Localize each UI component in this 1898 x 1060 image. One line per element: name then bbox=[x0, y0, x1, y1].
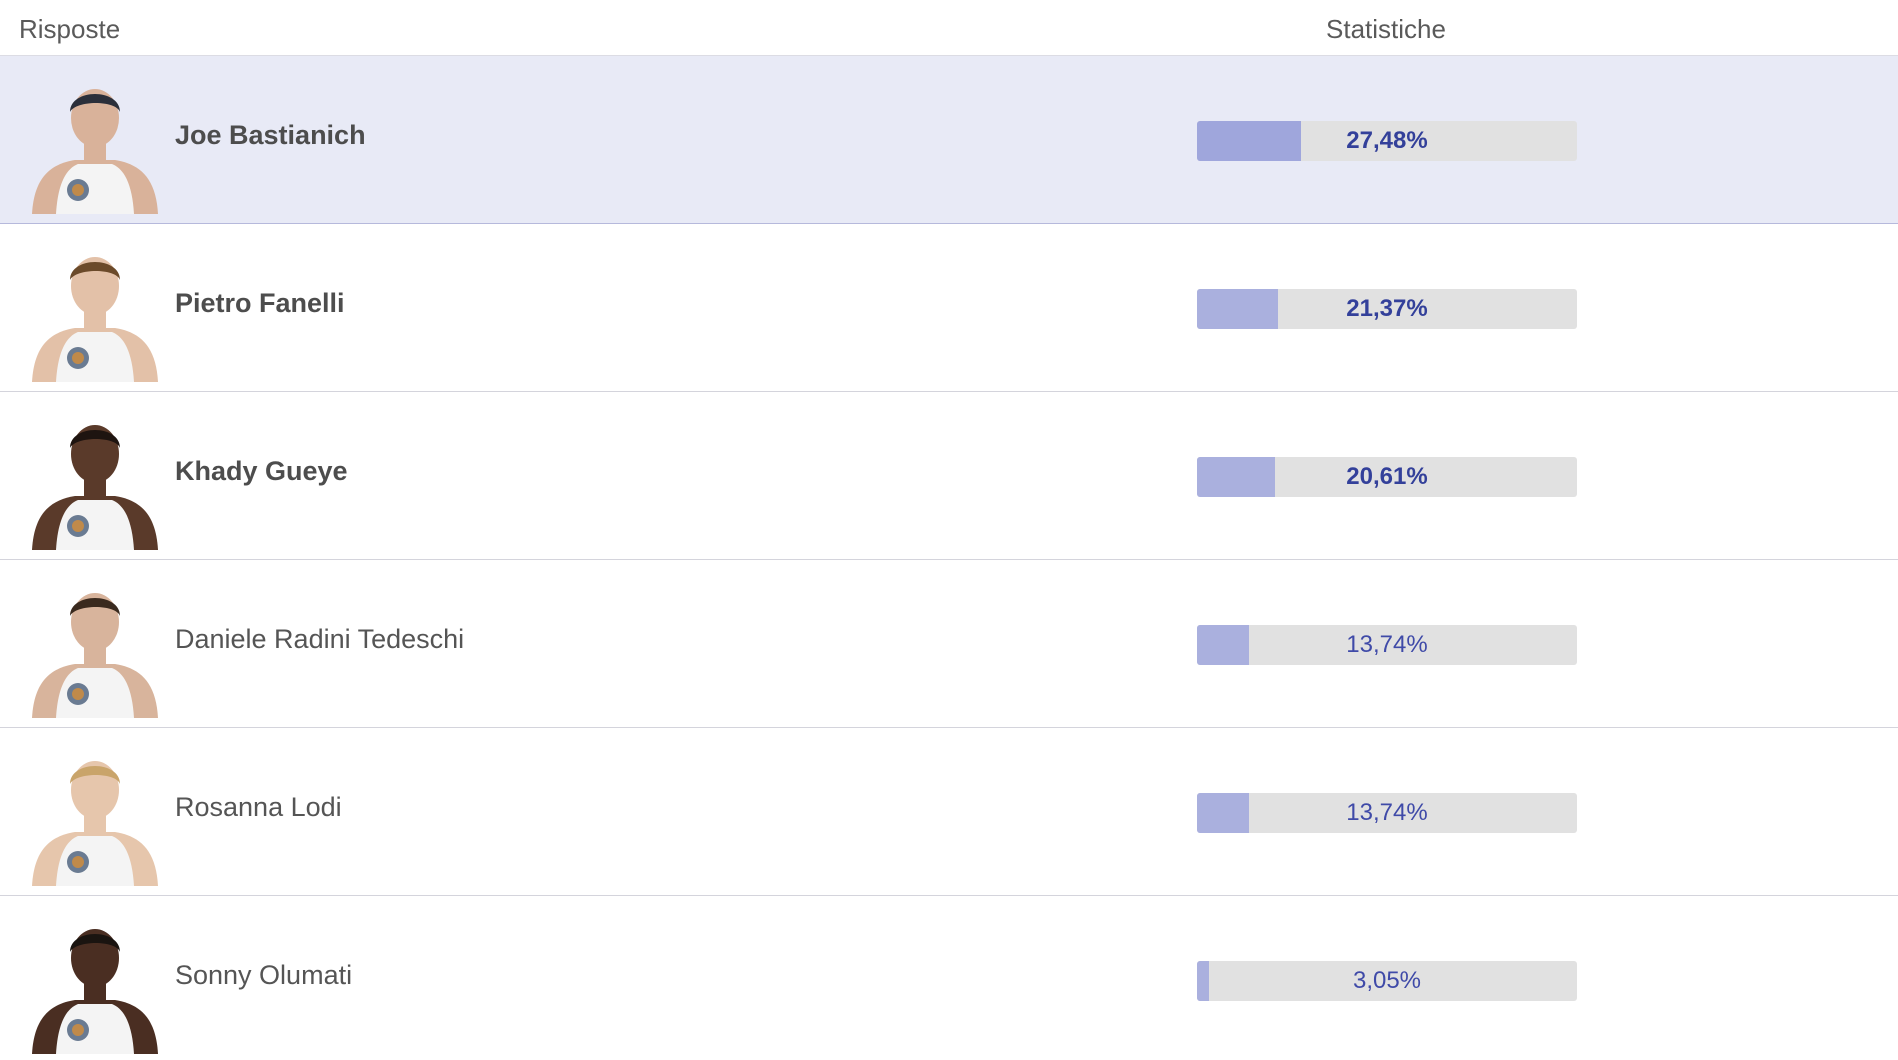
result-row[interactable]: Pietro Fanelli 21,37% bbox=[0, 224, 1898, 392]
percentage-label: 27,48% bbox=[1346, 127, 1428, 154]
percentage-label: 21,37% bbox=[1346, 295, 1428, 322]
results-list: Joe Bastianich 27,48% Pietro Fanelli 21,… bbox=[0, 56, 1898, 1060]
contestant-name: Khady Gueye bbox=[175, 456, 348, 486]
contestant-name: Joe Bastianich bbox=[175, 120, 366, 150]
answers-column-header: Risposte bbox=[19, 14, 121, 44]
percentage-bar: 3,05% bbox=[1197, 961, 1577, 1001]
percentage-bar-fill bbox=[1197, 961, 1209, 1001]
contestant-name: Daniele Radini Tedeschi bbox=[175, 624, 465, 654]
percentage-label: 13,74% bbox=[1346, 799, 1428, 826]
percentage-bar: 21,37% bbox=[1197, 289, 1577, 329]
contestant-name: Rosanna Lodi bbox=[175, 792, 342, 822]
percentage-bar: 13,74% bbox=[1197, 625, 1577, 665]
contestant-photo-icon bbox=[20, 68, 170, 214]
percentage-bar-fill bbox=[1197, 457, 1276, 497]
percentage-bar: 20,61% bbox=[1197, 457, 1577, 497]
percentage-bar: 13,74% bbox=[1197, 793, 1577, 833]
percentage-bar-fill bbox=[1197, 289, 1279, 329]
contestant-photo-icon bbox=[20, 908, 170, 1054]
contestant-photo-icon bbox=[20, 740, 170, 886]
result-row[interactable]: Joe Bastianich 27,48% bbox=[0, 56, 1898, 224]
contestant-photo-icon bbox=[20, 404, 170, 550]
percentage-label: 13,74% bbox=[1346, 631, 1428, 658]
contestant-photo-icon bbox=[20, 572, 170, 718]
percentage-bar-fill bbox=[1197, 793, 1250, 833]
statistics-column-header: Statistiche bbox=[1326, 14, 1446, 44]
percentage-label: 20,61% bbox=[1346, 463, 1428, 490]
contestant-photo-icon bbox=[20, 236, 170, 382]
result-row[interactable]: Sonny Olumati 3,05% bbox=[0, 896, 1898, 1060]
percentage-label: 3,05% bbox=[1352, 967, 1422, 994]
percentage-bar-fill bbox=[1197, 121, 1302, 161]
results-header: Risposte Statistiche bbox=[0, 0, 1898, 56]
contestant-name: Pietro Fanelli bbox=[175, 288, 345, 318]
percentage-bar: 27,48% bbox=[1197, 121, 1577, 161]
result-row[interactable]: Khady Gueye 20,61% bbox=[0, 392, 1898, 560]
contestant-name: Sonny Olumati bbox=[175, 960, 353, 990]
result-row[interactable]: Daniele Radini Tedeschi 13,74% bbox=[0, 560, 1898, 728]
percentage-bar-fill bbox=[1197, 625, 1250, 665]
result-row[interactable]: Rosanna Lodi 13,74% bbox=[0, 728, 1898, 896]
